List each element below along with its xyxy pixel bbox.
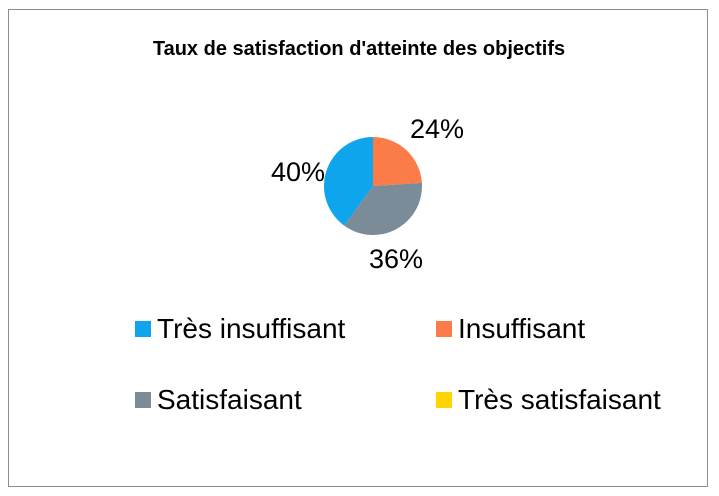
pie-slice-insuffisant (373, 137, 422, 186)
chart-title: Taux de satisfaction d'atteinte des obje… (152, 38, 566, 60)
legend-swatch-satisfaisant (135, 392, 151, 408)
legend-label-tres-insuffisant: Très insuffisant (157, 313, 346, 344)
legend-label-tres-satisfaisant: Très satisfaisant (458, 384, 661, 415)
legend-swatch-tres-insuffisant (135, 321, 151, 337)
legend-item-insuffisant: Insuffisant (436, 313, 585, 345)
legend-item-satisfaisant: Satisfaisant (135, 384, 302, 416)
data-label-tres-insuffisant: 40% (271, 157, 325, 187)
legend-swatch-insuffisant (436, 321, 452, 337)
pie-slice-tres-insuffisant (324, 137, 373, 226)
legend-label-insuffisant: Insuffisant (458, 313, 586, 344)
data-label-satisfaisant: 36% (369, 244, 423, 274)
data-label-insuffisant: 24% (410, 114, 464, 144)
chart-frame (8, 9, 708, 487)
legend-item-tres-satisfaisant: Très satisfaisant (436, 384, 661, 416)
legend-label-satisfaisant: Satisfaisant (157, 384, 302, 415)
legend-swatch-tres-satisfaisant (436, 392, 452, 408)
pie-slice-satisfaisant (344, 182, 423, 235)
legend-item-tres-insuffisant: Très insuffisant (135, 313, 345, 345)
